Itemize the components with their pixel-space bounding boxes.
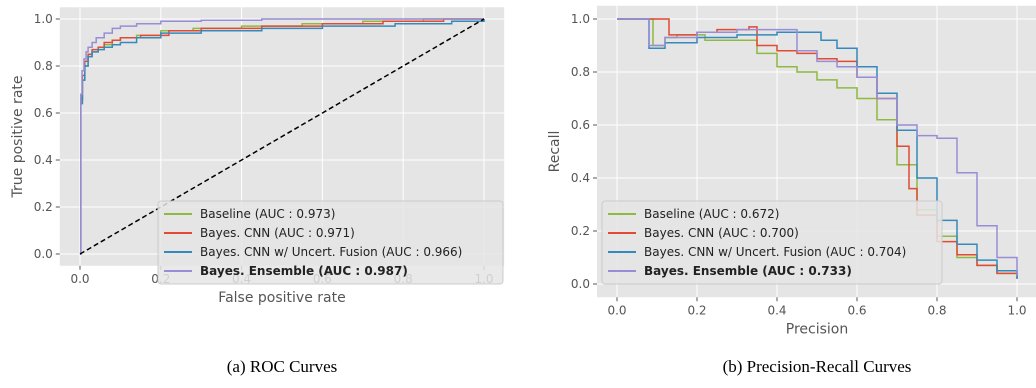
y-axis-label: Recall — [547, 131, 563, 173]
legend-label-baseline: Baseline (AUC : 0.672) — [644, 207, 779, 221]
y-tick-label: 0.6 — [571, 118, 590, 132]
legend-label-cnn: Bayes. CNN (AUC : 0.700) — [644, 226, 799, 240]
y-tick-label: 0.0 — [34, 247, 53, 261]
series-line-fusion — [80, 19, 485, 255]
legend: Baseline (AUC : 0.672) Bayes. CNN (AUC : … — [601, 200, 943, 285]
y-tick-label: 1.0 — [34, 12, 53, 26]
x-tick-label: 0.6 — [847, 303, 866, 317]
chance-diagonal-line — [79, 18, 485, 255]
y-tick-label: 0.2 — [34, 200, 53, 214]
legend-label-fusion: Bayes. CNN w/ Uncert. Fusion (AUC : 0.70… — [644, 245, 906, 259]
y-tick-label: 0.6 — [34, 106, 53, 120]
legend-label-cnn: Bayes. CNN (AUC : 0.971) — [200, 226, 355, 240]
chart-panel-1: 0.00.00.20.20.40.40.60.60.80.81.01.0Fals… — [10, 7, 505, 306]
x-tick-label: 0.4 — [767, 303, 786, 317]
figure-caption: (a) ROC Curves — [227, 357, 337, 376]
y-tick-label: 0.0 — [571, 277, 590, 291]
legend-box — [601, 200, 943, 285]
figure-caption: (b) Precision-Recall Curves — [723, 357, 912, 376]
legend-label-fusion: Bayes. CNN w/ Uncert. Fusion (AUC : 0.96… — [200, 245, 462, 259]
x-tick-label: 0.8 — [927, 303, 946, 317]
x-tick-label: 0.0 — [70, 272, 89, 286]
chart-panel-2: 0.0 0.0 0.2 0.2 0.4 0.4 0.6 0.6 0.8 0.8 1.0 1.0 Prec… — [547, 5, 1036, 337]
legend-label-ensemble: Bayes. Ensemble (AUC : 0.733) — [644, 264, 852, 278]
legend-box — [157, 200, 504, 285]
series-line-ensemble — [617, 18, 1018, 277]
legend-label-baseline: Baseline (AUC : 0.973) — [200, 207, 335, 221]
x-tick-label: 0.2 — [687, 303, 706, 317]
legend-label-ensemble: Bayes. Ensemble (AUC : 0.987) — [200, 264, 408, 278]
y-tick-label: 0.8 — [34, 59, 53, 73]
series-line-fusion — [617, 18, 1018, 279]
x-tick-label: 0.0 — [607, 303, 626, 317]
x-axis-label: False positive rate — [218, 290, 345, 306]
y-tick-label: 0.2 — [571, 224, 590, 238]
legend: Baseline (AUC : 0.973) Bayes. CNN (AUC : … — [157, 200, 504, 285]
x-tick-label: 1.0 — [1007, 303, 1026, 317]
y-axis-label: True positive rate — [10, 76, 26, 199]
y-tick-label: 0.4 — [571, 171, 590, 185]
y-tick-label: 1.0 — [571, 12, 590, 26]
y-tick-label: 0.8 — [571, 65, 590, 79]
series-line-ensemble — [80, 18, 484, 255]
y-tick-label: 0.4 — [34, 153, 53, 167]
x-axis-label: Precision — [786, 321, 848, 337]
